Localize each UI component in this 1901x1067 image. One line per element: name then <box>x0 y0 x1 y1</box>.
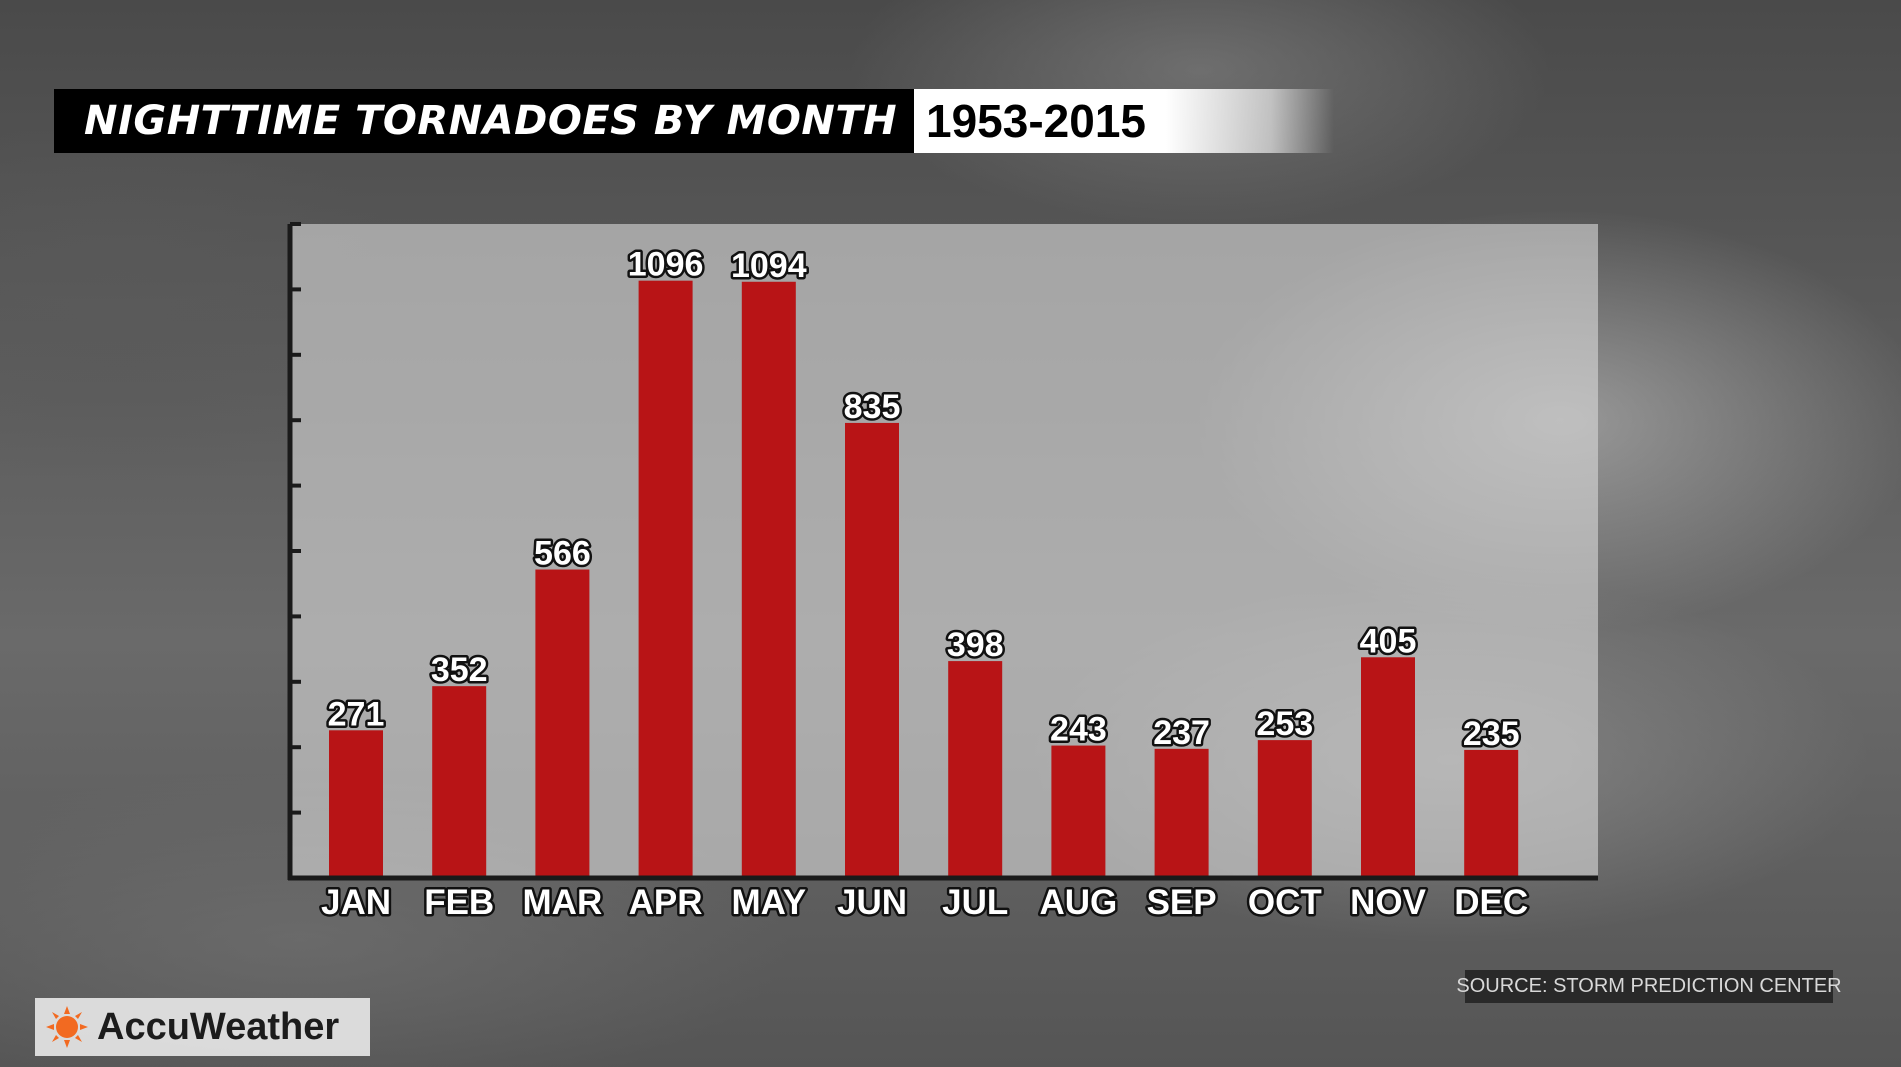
value-label-jan: 271 <box>328 695 385 733</box>
x-tick-label-may: MAY <box>732 883 807 922</box>
x-tick-label-feb: FEB <box>424 883 494 922</box>
bar-jun <box>845 422 899 878</box>
bar-jan <box>329 730 383 878</box>
value-label-apr: 1096 <box>628 246 704 284</box>
x-tick-label-mar: MAR <box>523 883 603 922</box>
bar-apr <box>638 280 693 878</box>
value-label-mar: 566 <box>534 535 591 573</box>
bar-dec <box>1464 749 1519 878</box>
value-label-oct: 253 <box>1256 705 1313 743</box>
x-tick-label-nov: NOV <box>1350 883 1427 922</box>
chart-title: NIGHTTIME TORNADOES BY MONTH <box>84 98 898 144</box>
value-label-aug: 243 <box>1050 711 1107 749</box>
value-label-jun: 835 <box>844 388 901 426</box>
axes <box>287 222 1598 881</box>
value-labels: 271 352 566 1096 1094 835 398 243 237 253 405 235 <box>325 243 1522 755</box>
x-tick-label-apr: APR <box>629 883 703 922</box>
bar-jul <box>948 661 1003 878</box>
brand-name: AccuWeather <box>97 1005 340 1048</box>
value-label-jul: 398 <box>947 626 1004 664</box>
value-label-sep: 237 <box>1153 714 1210 752</box>
brand-logo: AccuWeather <box>35 998 370 1056</box>
x-tick-label-jul: JUL <box>942 883 1008 922</box>
year-range: 1953-2015 <box>926 95 1146 147</box>
bars <box>329 280 1519 878</box>
source-text: SOURCE: STORM PREDICTION CENTER <box>1456 975 1842 997</box>
year-range-panel: 1953-2015 <box>914 89 1334 153</box>
x-axis-labels: JAN FEB MAR APR MAY JUN JUL AUG SEP OCT NOV DEC <box>318 881 1530 925</box>
bar-may <box>741 281 796 878</box>
value-label-dec: 235 <box>1463 715 1520 753</box>
x-tick-label-dec: DEC <box>1454 883 1528 922</box>
x-tick-label-jan: JAN <box>321 883 391 922</box>
bar-oct <box>1257 740 1312 878</box>
value-label-may: 1094 <box>731 247 807 285</box>
bar-sep <box>1154 748 1209 878</box>
bar-mar <box>535 569 590 878</box>
title-bar: NIGHTTIME TORNADOES BY MONTH 1953-2015 <box>54 89 1334 153</box>
x-tick-label-jun: JUN <box>837 883 907 922</box>
bar-nov <box>1361 657 1415 878</box>
value-label-feb: 352 <box>431 651 488 689</box>
sun-icon <box>46 1006 88 1048</box>
value-label-nov: 405 <box>1360 622 1417 660</box>
bar-aug <box>1051 745 1106 878</box>
x-tick-label-oct: OCT <box>1248 883 1322 922</box>
x-tick-label-aug: AUG <box>1040 883 1118 922</box>
bar-feb <box>432 686 487 878</box>
x-tick-label-sep: SEP <box>1147 883 1217 922</box>
title-panel: NIGHTTIME TORNADOES BY MONTH <box>54 89 914 153</box>
source-badge: SOURCE: STORM PREDICTION CENTER <box>1456 970 1842 1003</box>
